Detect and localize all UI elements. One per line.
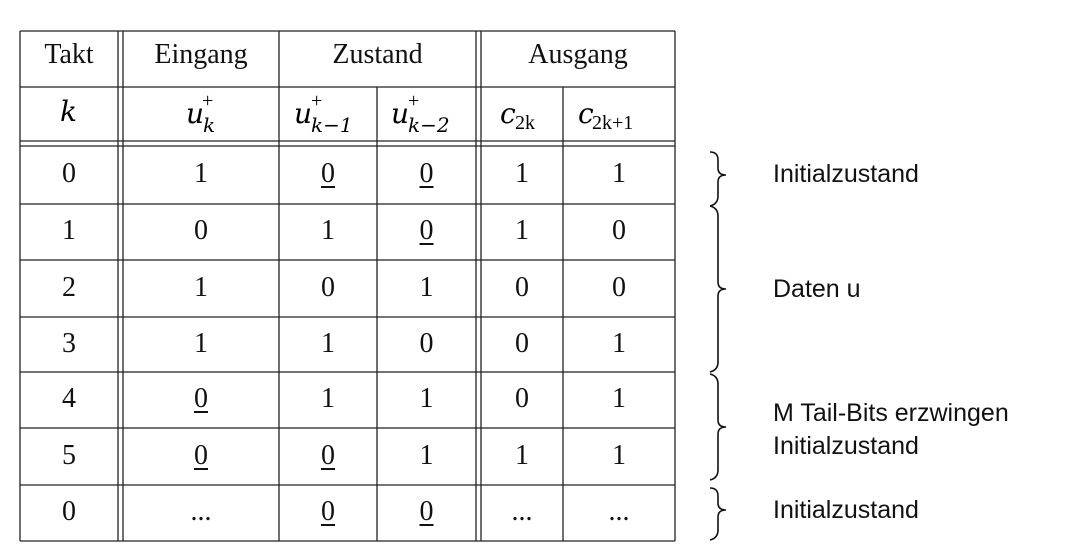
cell-u: 1 xyxy=(194,271,208,303)
cell-k: 1 xyxy=(62,215,76,246)
cell-c1: 0 xyxy=(515,383,529,414)
cell-s1: 0 xyxy=(279,496,377,528)
underlined-value: 0 xyxy=(419,215,434,246)
annotation-daten-u: Daten u xyxy=(773,275,861,303)
header-ausgang: Ausgang xyxy=(528,39,628,70)
underlined-value: 0 xyxy=(321,439,335,471)
cell-s2: 0 xyxy=(419,327,434,359)
cell-s1: 0 xyxy=(321,271,335,303)
cell-u: 0 xyxy=(123,440,279,472)
cell-s2: 0 xyxy=(377,158,476,190)
cell-u: 0 xyxy=(123,383,279,415)
cell-s2: 1 xyxy=(419,383,434,414)
cell-c2: 0 xyxy=(612,215,626,246)
cell-k: 4 xyxy=(62,383,76,414)
cell-k: 5 xyxy=(62,439,76,471)
cell-s2: 1 xyxy=(419,439,434,471)
cell-c2: ... xyxy=(608,496,630,527)
header-zustand: Zustand xyxy=(332,39,423,70)
cell-k: 0 xyxy=(62,158,76,189)
cell-s1: 1 xyxy=(321,215,335,246)
cell-k: 0 xyxy=(62,496,76,527)
underlined-value: 0 xyxy=(419,496,434,527)
cell-s2: 1 xyxy=(419,271,434,303)
cell-u: 0 xyxy=(194,215,208,246)
cell-c1: 1 xyxy=(515,215,529,246)
brace-tail xyxy=(709,373,727,481)
cell-s1: 1 xyxy=(321,383,335,414)
cell-s2: 0 xyxy=(377,215,476,247)
cell-c1: 1 xyxy=(515,158,529,189)
annotation-tail-bits: M Tail-Bits erzwingen Initialzustand xyxy=(773,399,1009,460)
cell-k: 2 xyxy=(62,271,76,303)
underlined-value: 0 xyxy=(321,158,335,189)
cell-c2: 1 xyxy=(612,158,626,189)
cell-c2: 1 xyxy=(612,327,626,359)
underlined-value: 0 xyxy=(194,439,208,471)
brace-daten xyxy=(709,205,727,373)
brace-group xyxy=(709,151,727,541)
cell-c2: 1 xyxy=(612,439,626,471)
annotation-initialzustand-top: Initialzustand xyxy=(773,160,919,188)
header-eingang: Eingang xyxy=(154,39,248,70)
cell-c1: 0 xyxy=(515,271,529,303)
underlined-value: 0 xyxy=(194,383,208,414)
cell-c1: ... xyxy=(511,496,533,527)
cell-k: 3 xyxy=(62,327,76,359)
cell-c1: 1 xyxy=(515,439,529,471)
cell-u: 1 xyxy=(194,158,208,189)
brace-initial-top xyxy=(709,151,727,207)
encoder-state-table: Takt Eingang Zustand Ausgang k u + k u +… xyxy=(19,30,676,542)
cell-c2: 0 xyxy=(612,271,626,303)
underlined-value: 0 xyxy=(419,158,434,189)
table-grid xyxy=(19,30,676,542)
cell-u: ... xyxy=(190,496,212,527)
cell-s1: 0 xyxy=(279,440,377,472)
cell-u: 1 xyxy=(194,327,208,359)
brace-initial-bottom xyxy=(709,487,727,541)
cell-s2: 0 xyxy=(377,496,476,528)
header-takt: Takt xyxy=(44,39,94,70)
cell-c1: 0 xyxy=(515,327,529,359)
annotation-initialzustand-bottom: Initialzustand xyxy=(773,496,919,524)
cell-s1: 0 xyxy=(279,158,377,190)
cell-c2: 1 xyxy=(612,383,626,414)
cell-s1: 1 xyxy=(321,327,335,359)
underlined-value: 0 xyxy=(321,496,335,527)
